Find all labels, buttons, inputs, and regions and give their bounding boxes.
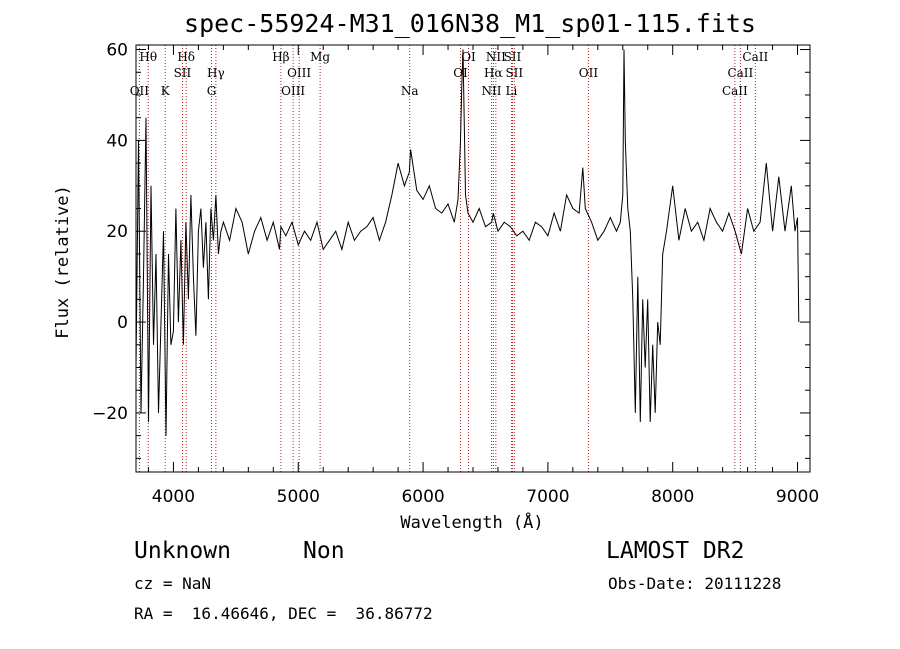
x-tick-label: 6000 bbox=[401, 487, 444, 507]
y-tick-label: 20 bbox=[106, 222, 128, 242]
line-label: G bbox=[207, 84, 217, 98]
line-label: K bbox=[161, 84, 171, 98]
line-label: OI bbox=[461, 50, 476, 64]
y-tick-label: 0 bbox=[117, 313, 128, 333]
line-label: OIII bbox=[281, 84, 305, 98]
x-tick-label: 7000 bbox=[526, 487, 569, 507]
chart-title: spec-55924-M31_016N38_M1_sp01-115.fits bbox=[184, 9, 756, 38]
line-label: Hδ bbox=[177, 50, 195, 64]
y-axis-label: Flux (relative) bbox=[53, 185, 73, 339]
ra-dec-coordinates: RA = 16.46646, DEC = 36.86772 bbox=[134, 604, 433, 623]
line-label: SII bbox=[504, 50, 522, 64]
line-label: Na bbox=[401, 84, 419, 98]
x-tick-label: 5000 bbox=[277, 487, 320, 507]
y-tick-label: 40 bbox=[106, 131, 128, 151]
line-label: OII bbox=[130, 84, 150, 98]
object-subclass: Non bbox=[303, 538, 345, 564]
spectrum-line bbox=[135, 49, 800, 436]
x-axis-label: Wavelength (Å) bbox=[400, 511, 543, 533]
x-tick-label: 9000 bbox=[776, 487, 819, 507]
line-label: CaII bbox=[727, 66, 753, 80]
line-label: Hθ bbox=[139, 50, 157, 64]
line-label: OIII bbox=[287, 66, 311, 80]
line-label: NII bbox=[486, 50, 506, 64]
line-label: Hγ bbox=[207, 66, 225, 80]
line-label: SII bbox=[505, 66, 523, 80]
observation-date: Obs-Date: 20111228 bbox=[608, 574, 782, 593]
line-label: Li bbox=[506, 84, 518, 98]
line-label: OII bbox=[579, 66, 599, 80]
object-class: Unknown bbox=[134, 538, 231, 564]
line-label: NII bbox=[481, 84, 501, 98]
line-label: Mg bbox=[310, 50, 330, 64]
x-tick-label: 8000 bbox=[651, 487, 694, 507]
line-label: Hα bbox=[484, 66, 503, 80]
y-tick-label: −20 bbox=[92, 404, 128, 424]
line-label: OI bbox=[453, 66, 468, 80]
axis-ticks: 4000 5000 6000 7000 8000 9000 −20 0 20 40 60 bbox=[92, 41, 819, 507]
y-tick-label: 60 bbox=[106, 41, 128, 61]
x-tick-label: 4000 bbox=[152, 487, 195, 507]
line-label: CaII bbox=[742, 50, 768, 64]
emission-line-labels: OII Hθ K Hδ SII Hγ G Hβ OIII OIII Mg Na OI OI NII NII Hα… bbox=[130, 50, 769, 98]
plot-frame bbox=[135, 44, 811, 473]
line-label: CaII bbox=[722, 84, 748, 98]
redshift-cz: cz = NaN bbox=[134, 574, 212, 593]
line-label: SII bbox=[174, 66, 192, 80]
survey-name: LAMOST DR2 bbox=[606, 538, 745, 564]
line-label: Hβ bbox=[272, 50, 289, 64]
